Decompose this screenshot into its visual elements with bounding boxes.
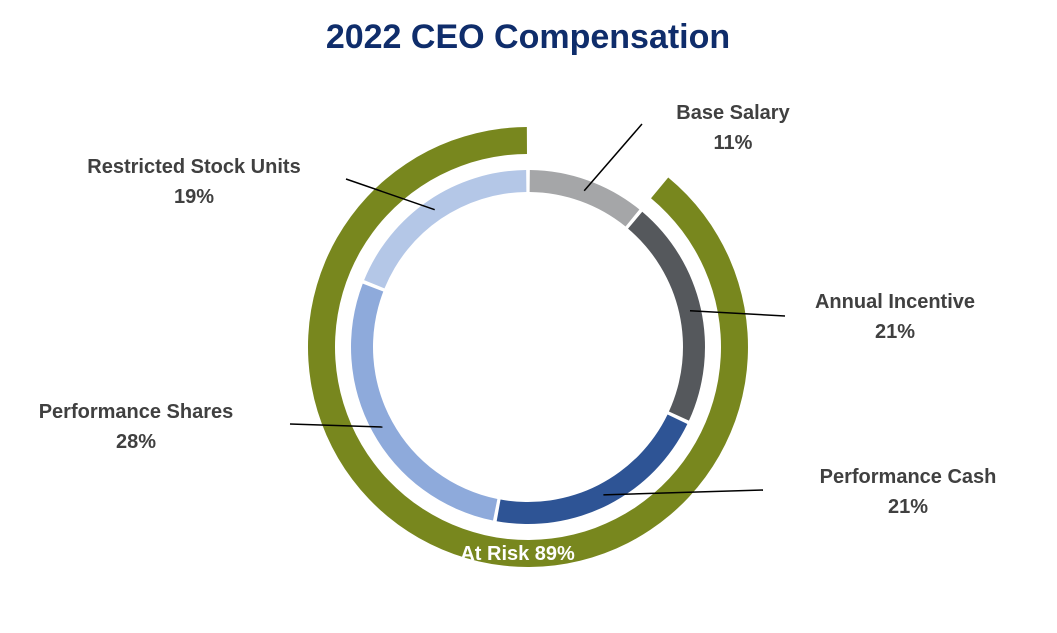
slice-performance-cash bbox=[496, 414, 688, 524]
leader-line-restricted-stock-units bbox=[345, 178, 435, 211]
donut-slices bbox=[351, 170, 705, 524]
label-name-annual-incentive: Annual Incentive bbox=[815, 291, 975, 313]
label-name-base-salary: Base Salary bbox=[676, 102, 790, 124]
outer-ring: At Risk 89% bbox=[307, 127, 748, 567]
leader-line-base-salary bbox=[583, 123, 643, 192]
slice-performance-shares bbox=[351, 283, 498, 521]
at-risk-ring bbox=[307, 127, 748, 567]
slice-labels: Base Salary 11% Annual Incentive 21% Perform… bbox=[39, 102, 997, 518]
slice-base-salary bbox=[529, 170, 640, 227]
label-name-performance-shares: Performance Shares bbox=[39, 401, 234, 423]
leader-line-annual-incentive bbox=[689, 310, 786, 317]
leader-lines bbox=[289, 123, 786, 496]
label-value-restricted-stock-units: 19% bbox=[174, 186, 214, 208]
chart-title: 2022 CEO Compensation bbox=[326, 18, 730, 56]
label-value-annual-incentive: 21% bbox=[875, 321, 915, 343]
label-value-base-salary: 11% bbox=[714, 132, 753, 154]
leader-line-performance-cash bbox=[603, 489, 764, 496]
slice-restricted-stock-units bbox=[364, 170, 527, 289]
leader-line-performance-shares bbox=[289, 423, 383, 428]
label-name-performance-cash: Performance Cash bbox=[820, 466, 997, 488]
label-value-performance-shares: 28% bbox=[116, 431, 156, 453]
at-risk-label: At Risk 89% bbox=[460, 543, 575, 565]
label-name-restricted-stock-units: Restricted Stock Units bbox=[87, 156, 300, 178]
label-value-performance-cash: 21% bbox=[888, 496, 928, 518]
slice-annual-incentive bbox=[628, 211, 705, 421]
